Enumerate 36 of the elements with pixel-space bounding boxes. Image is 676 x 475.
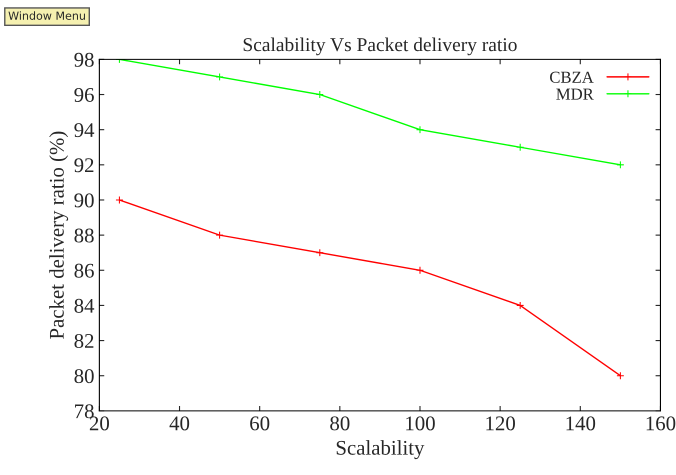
x-tick-label: 120 <box>486 416 515 430</box>
y-tick-label: 82 <box>74 334 94 348</box>
point <box>316 248 324 257</box>
point <box>516 143 524 152</box>
x-tick-label: 40 <box>170 416 190 430</box>
x-tick-label: 160 <box>646 416 676 430</box>
y-axis-title: Packet delivery ratio (%) <box>49 132 68 339</box>
x-tick-label: 100 <box>406 416 435 430</box>
point <box>216 72 224 81</box>
y-tick-label: 80 <box>74 369 94 384</box>
text: Window Menu <box>8 11 85 20</box>
point <box>616 372 624 380</box>
point <box>216 231 224 240</box>
y-tick-label: 98 <box>74 52 94 67</box>
y-tick-label: 94 <box>74 123 94 138</box>
x-tick-label: 20 <box>90 416 109 430</box>
chart-title: Scalability Vs Packet delivery ratio <box>244 38 517 56</box>
y-tick-label: 92 <box>74 158 94 172</box>
point <box>516 301 524 310</box>
point <box>115 196 124 204</box>
y-tick-label: 88 <box>74 228 94 243</box>
x-axis-title: Scalability <box>336 440 424 460</box>
x-tick-label: 140 <box>566 416 596 430</box>
y-tick-label: 96 <box>74 88 94 102</box>
x-tick-label: 80 <box>330 416 350 430</box>
y-tick-label: 86 <box>74 264 94 278</box>
point <box>416 266 424 274</box>
y-tick-label: 90 <box>74 193 94 208</box>
point <box>416 126 424 134</box>
point <box>316 90 324 99</box>
legend-label: CBZA <box>550 72 594 83</box>
legend-label: MDR <box>556 88 594 100</box>
y-tick-label: 78 <box>75 404 94 418</box>
y-tick-label: 84 <box>74 298 94 313</box>
point <box>616 160 624 169</box>
x-tick-label: 60 <box>250 416 270 430</box>
